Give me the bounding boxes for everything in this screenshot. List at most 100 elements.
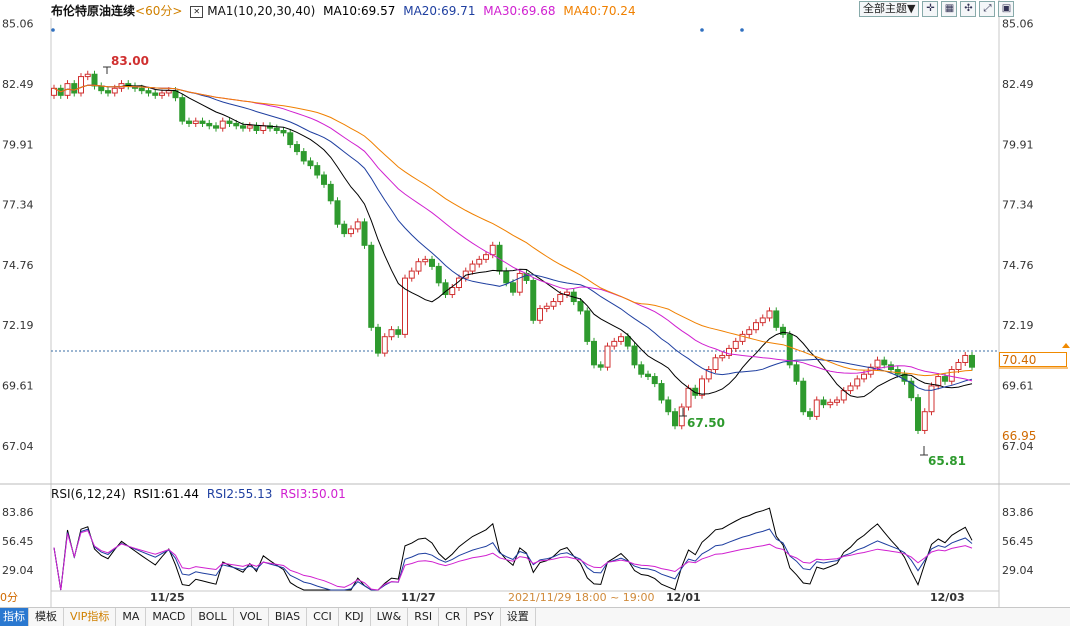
rsi3-value: RSI3:50.01 xyxy=(280,487,346,501)
candle-body xyxy=(672,411,678,427)
candle-body xyxy=(395,329,402,335)
candle-body xyxy=(874,359,881,368)
candle-body xyxy=(442,282,449,296)
tab-bias[interactable]: BIAS xyxy=(269,608,308,626)
price-tick-right: 74.76 xyxy=(1002,259,1034,272)
candle-body xyxy=(834,399,840,403)
candle-body xyxy=(550,301,557,307)
price-tick-right: 67.04 xyxy=(1002,440,1034,453)
expand-icon[interactable]: ⤢ xyxy=(979,1,996,17)
tab-psy[interactable]: PSY xyxy=(467,608,501,626)
candle-body xyxy=(645,373,651,378)
candle-body xyxy=(557,294,564,303)
zoom-in-icon[interactable]: ✛ xyxy=(922,1,939,17)
candle-body xyxy=(489,244,496,256)
tab-cci[interactable]: CCI xyxy=(307,608,339,626)
tab-macd[interactable]: MACD xyxy=(146,608,193,626)
candle-body xyxy=(827,401,834,406)
tab-settings[interactable]: 设置 xyxy=(501,608,536,626)
candle-body xyxy=(314,165,321,176)
tab-indicators[interactable]: 指标 xyxy=(0,608,29,626)
ma20-value: MA20:69.71 xyxy=(403,4,476,18)
candle-body xyxy=(240,125,246,129)
chart-legend: 布伦特原油连续<60分> ✕ MA1(10,20,30,40) MA10:69.5… xyxy=(51,2,640,18)
candle-body xyxy=(341,223,348,235)
rsi-tick-right: 83.86 xyxy=(1002,506,1034,519)
candle-body xyxy=(476,258,483,265)
candle-body xyxy=(928,385,935,413)
candle-body xyxy=(145,90,152,94)
price-tick-left: 67.04 xyxy=(2,440,34,453)
rsi-tick-right: 29.04 xyxy=(1002,564,1034,577)
rsi-tick-left: 83.86 xyxy=(2,506,34,519)
fit-icon[interactable]: ✣ xyxy=(960,1,977,17)
tab-vip-indicators[interactable]: VIP指标 xyxy=(64,608,117,626)
price-tick-left: 85.06 xyxy=(2,18,34,31)
tab-rsi[interactable]: RSI xyxy=(408,608,440,626)
rsi-legend: RSI(6,12,24) RSI1:61.44 RSI2:55.13 RSI3:… xyxy=(51,487,350,501)
tab-template[interactable]: 模板 xyxy=(29,608,64,626)
chart-toolbar: 全部主题▼ ✛ ▦ ✣ ⤢ ▣ xyxy=(859,1,1015,17)
candle-body xyxy=(739,333,746,342)
ma20-line xyxy=(53,84,973,391)
settings-icon[interactable]: ▣ xyxy=(998,1,1015,17)
date-label-1201: 12/01 xyxy=(666,591,701,604)
rsi-tick-right: 56.45 xyxy=(1002,535,1034,548)
candle-body xyxy=(813,399,820,417)
candle-body xyxy=(206,122,213,127)
kline-chart[interactable]: 85.06 85.06 82.49 82.49 79.91 79.91 77.34 77.34… xyxy=(0,0,1070,607)
edge-label: 0分 xyxy=(0,591,18,604)
candle-body xyxy=(213,125,219,129)
candle-body xyxy=(179,97,186,122)
candle-body xyxy=(564,291,570,296)
candle-body xyxy=(921,411,928,431)
candle-body xyxy=(624,336,631,347)
candle-body xyxy=(732,340,739,349)
candle-body xyxy=(807,411,813,417)
candle-body xyxy=(388,329,395,338)
candle-body xyxy=(361,221,368,246)
candle-body xyxy=(604,345,611,368)
tab-lw[interactable]: LW& xyxy=(371,608,409,626)
candle-body xyxy=(138,87,145,92)
tab-boll[interactable]: BOLL xyxy=(192,608,234,626)
candle-body xyxy=(300,151,307,162)
candle-body xyxy=(226,120,233,124)
ma30-value: MA30:69.68 xyxy=(483,4,556,18)
candle-body xyxy=(753,322,759,331)
tab-kdj[interactable]: KDJ xyxy=(339,608,371,626)
candle-body xyxy=(746,329,753,335)
candle-body xyxy=(577,301,584,312)
theme-select[interactable]: 全部主题▼ xyxy=(859,1,920,17)
date-label-1127: 11/27 xyxy=(401,591,436,604)
candle-body xyxy=(334,200,341,225)
zoom-out-icon[interactable]: ▦ xyxy=(941,1,958,17)
current-price-tag: 70.40 xyxy=(999,352,1067,367)
ma-icon: ✕ xyxy=(190,5,204,18)
candle-body xyxy=(935,376,942,387)
candle-body xyxy=(773,310,780,328)
moving-averages xyxy=(53,84,973,398)
tab-cr[interactable]: CR xyxy=(439,608,468,626)
candle-body xyxy=(91,73,98,87)
ma40-line xyxy=(53,84,973,377)
tab-ma[interactable]: MA xyxy=(116,608,147,626)
candle-body xyxy=(381,336,388,354)
price-axis: 85.06 85.06 82.49 82.49 79.91 79.91 77.34 77.34… xyxy=(2,18,1034,453)
candle-body xyxy=(537,308,543,321)
candle-body xyxy=(597,364,604,368)
period-label[interactable]: <60分> xyxy=(135,4,183,18)
candle-body xyxy=(793,364,800,382)
candle-body xyxy=(651,376,658,385)
tab-vol[interactable]: VOL xyxy=(234,608,269,626)
ma30-line xyxy=(53,84,973,382)
candle-body xyxy=(591,340,597,366)
candle-body xyxy=(78,76,84,94)
candle-body xyxy=(192,120,199,124)
candle-body xyxy=(908,380,915,399)
price-tick-right: 82.49 xyxy=(1002,78,1034,91)
candle-body xyxy=(847,385,854,392)
price-tick-right: 85.06 xyxy=(1002,18,1034,31)
date-label-1125: 11/25 xyxy=(150,591,185,604)
